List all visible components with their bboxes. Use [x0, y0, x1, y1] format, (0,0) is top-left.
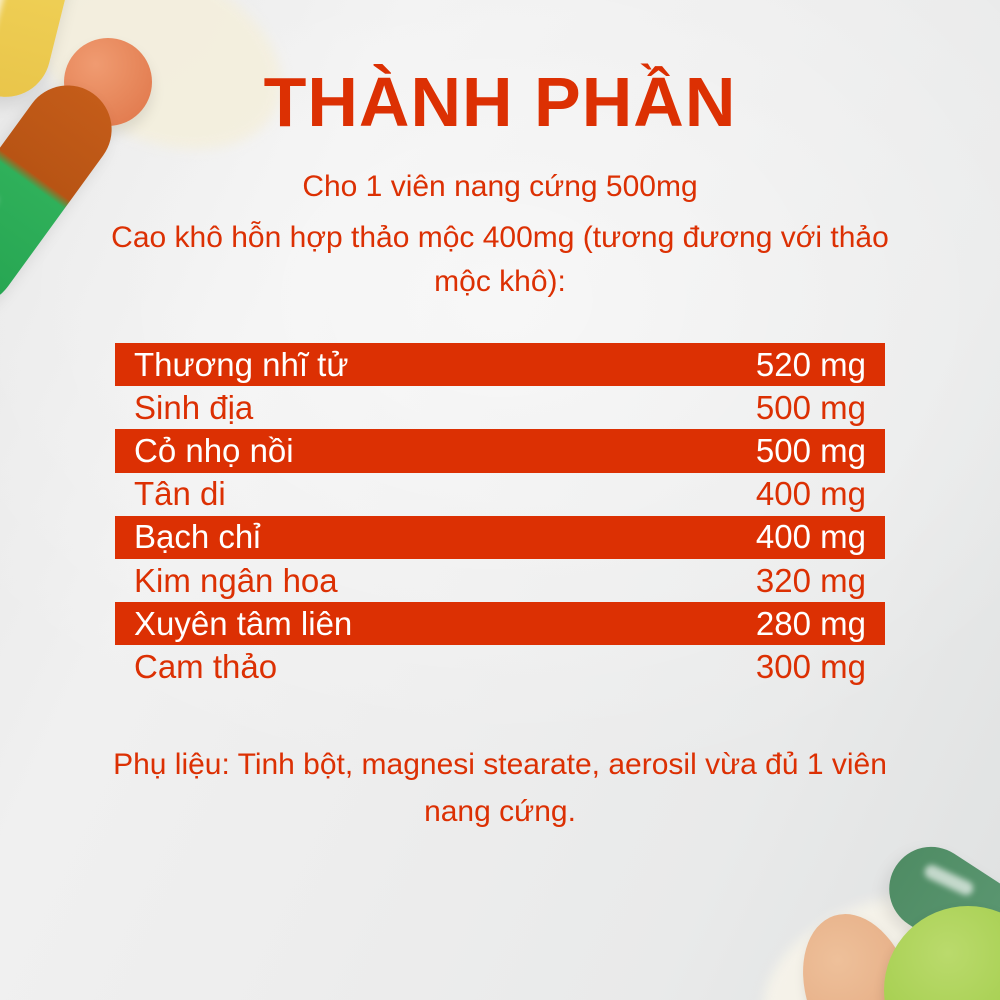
ingredient-amount: 500 mg — [755, 388, 866, 426]
ingredient-row: Tân di 400 mg — [115, 473, 885, 516]
ingredient-row: Bạch chỉ 400 mg — [115, 515, 885, 559]
ingredient-amount: 320 mg — [755, 561, 866, 599]
ingredient-name: Bạch chỉ — [134, 518, 261, 556]
subtitle-extract: Cao khô hỗn hợp thảo mộc 400mg (tương đư… — [111, 221, 889, 299]
ingredient-row: Kim ngân hoa 320 mg — [115, 559, 885, 602]
ingredient-amount: 400 mg — [755, 475, 866, 513]
ingredient-amount: 400 mg — [755, 518, 866, 556]
page-title: THÀNH PHẦN — [263, 63, 737, 141]
ingredient-amount: 500 mg — [755, 431, 866, 469]
ingredient-amount: 280 mg — [755, 604, 866, 642]
excipients-note: Phụ liệu: Tinh bột, magnesi stearate, ae… — [113, 748, 887, 828]
ingredient-amount: 520 mg — [755, 345, 866, 383]
ingredients-table: Thương nhĩ tử 520 mg Sinh địa 500 mg Cỏ … — [115, 343, 885, 689]
ingredient-name: Xuyên tâm liên — [134, 604, 353, 642]
ingredient-name: Sinh địa — [134, 388, 254, 426]
ingredient-row: Xuyên tâm liên 280 mg — [115, 602, 885, 646]
ingredient-row: Thương nhĩ tử 520 mg — [115, 343, 885, 387]
ingredient-name: Tân di — [134, 475, 226, 513]
ingredient-row: Cam thảo 300 mg — [115, 645, 885, 688]
ingredient-row: Sinh địa 500 mg — [115, 386, 885, 429]
ingredient-name: Cam thảo — [134, 647, 278, 685]
ingredient-row: Cỏ nhọ nồi 500 mg — [115, 429, 885, 473]
subtitle-dosage: Cho 1 viên nang cứng 500mg — [302, 170, 698, 203]
ingredient-name: Cỏ nhọ nồi — [134, 431, 294, 469]
ingredient-amount: 300 mg — [755, 647, 866, 685]
ingredient-name: Thương nhĩ tử — [134, 345, 349, 383]
ingredient-name: Kim ngân hoa — [134, 561, 338, 599]
